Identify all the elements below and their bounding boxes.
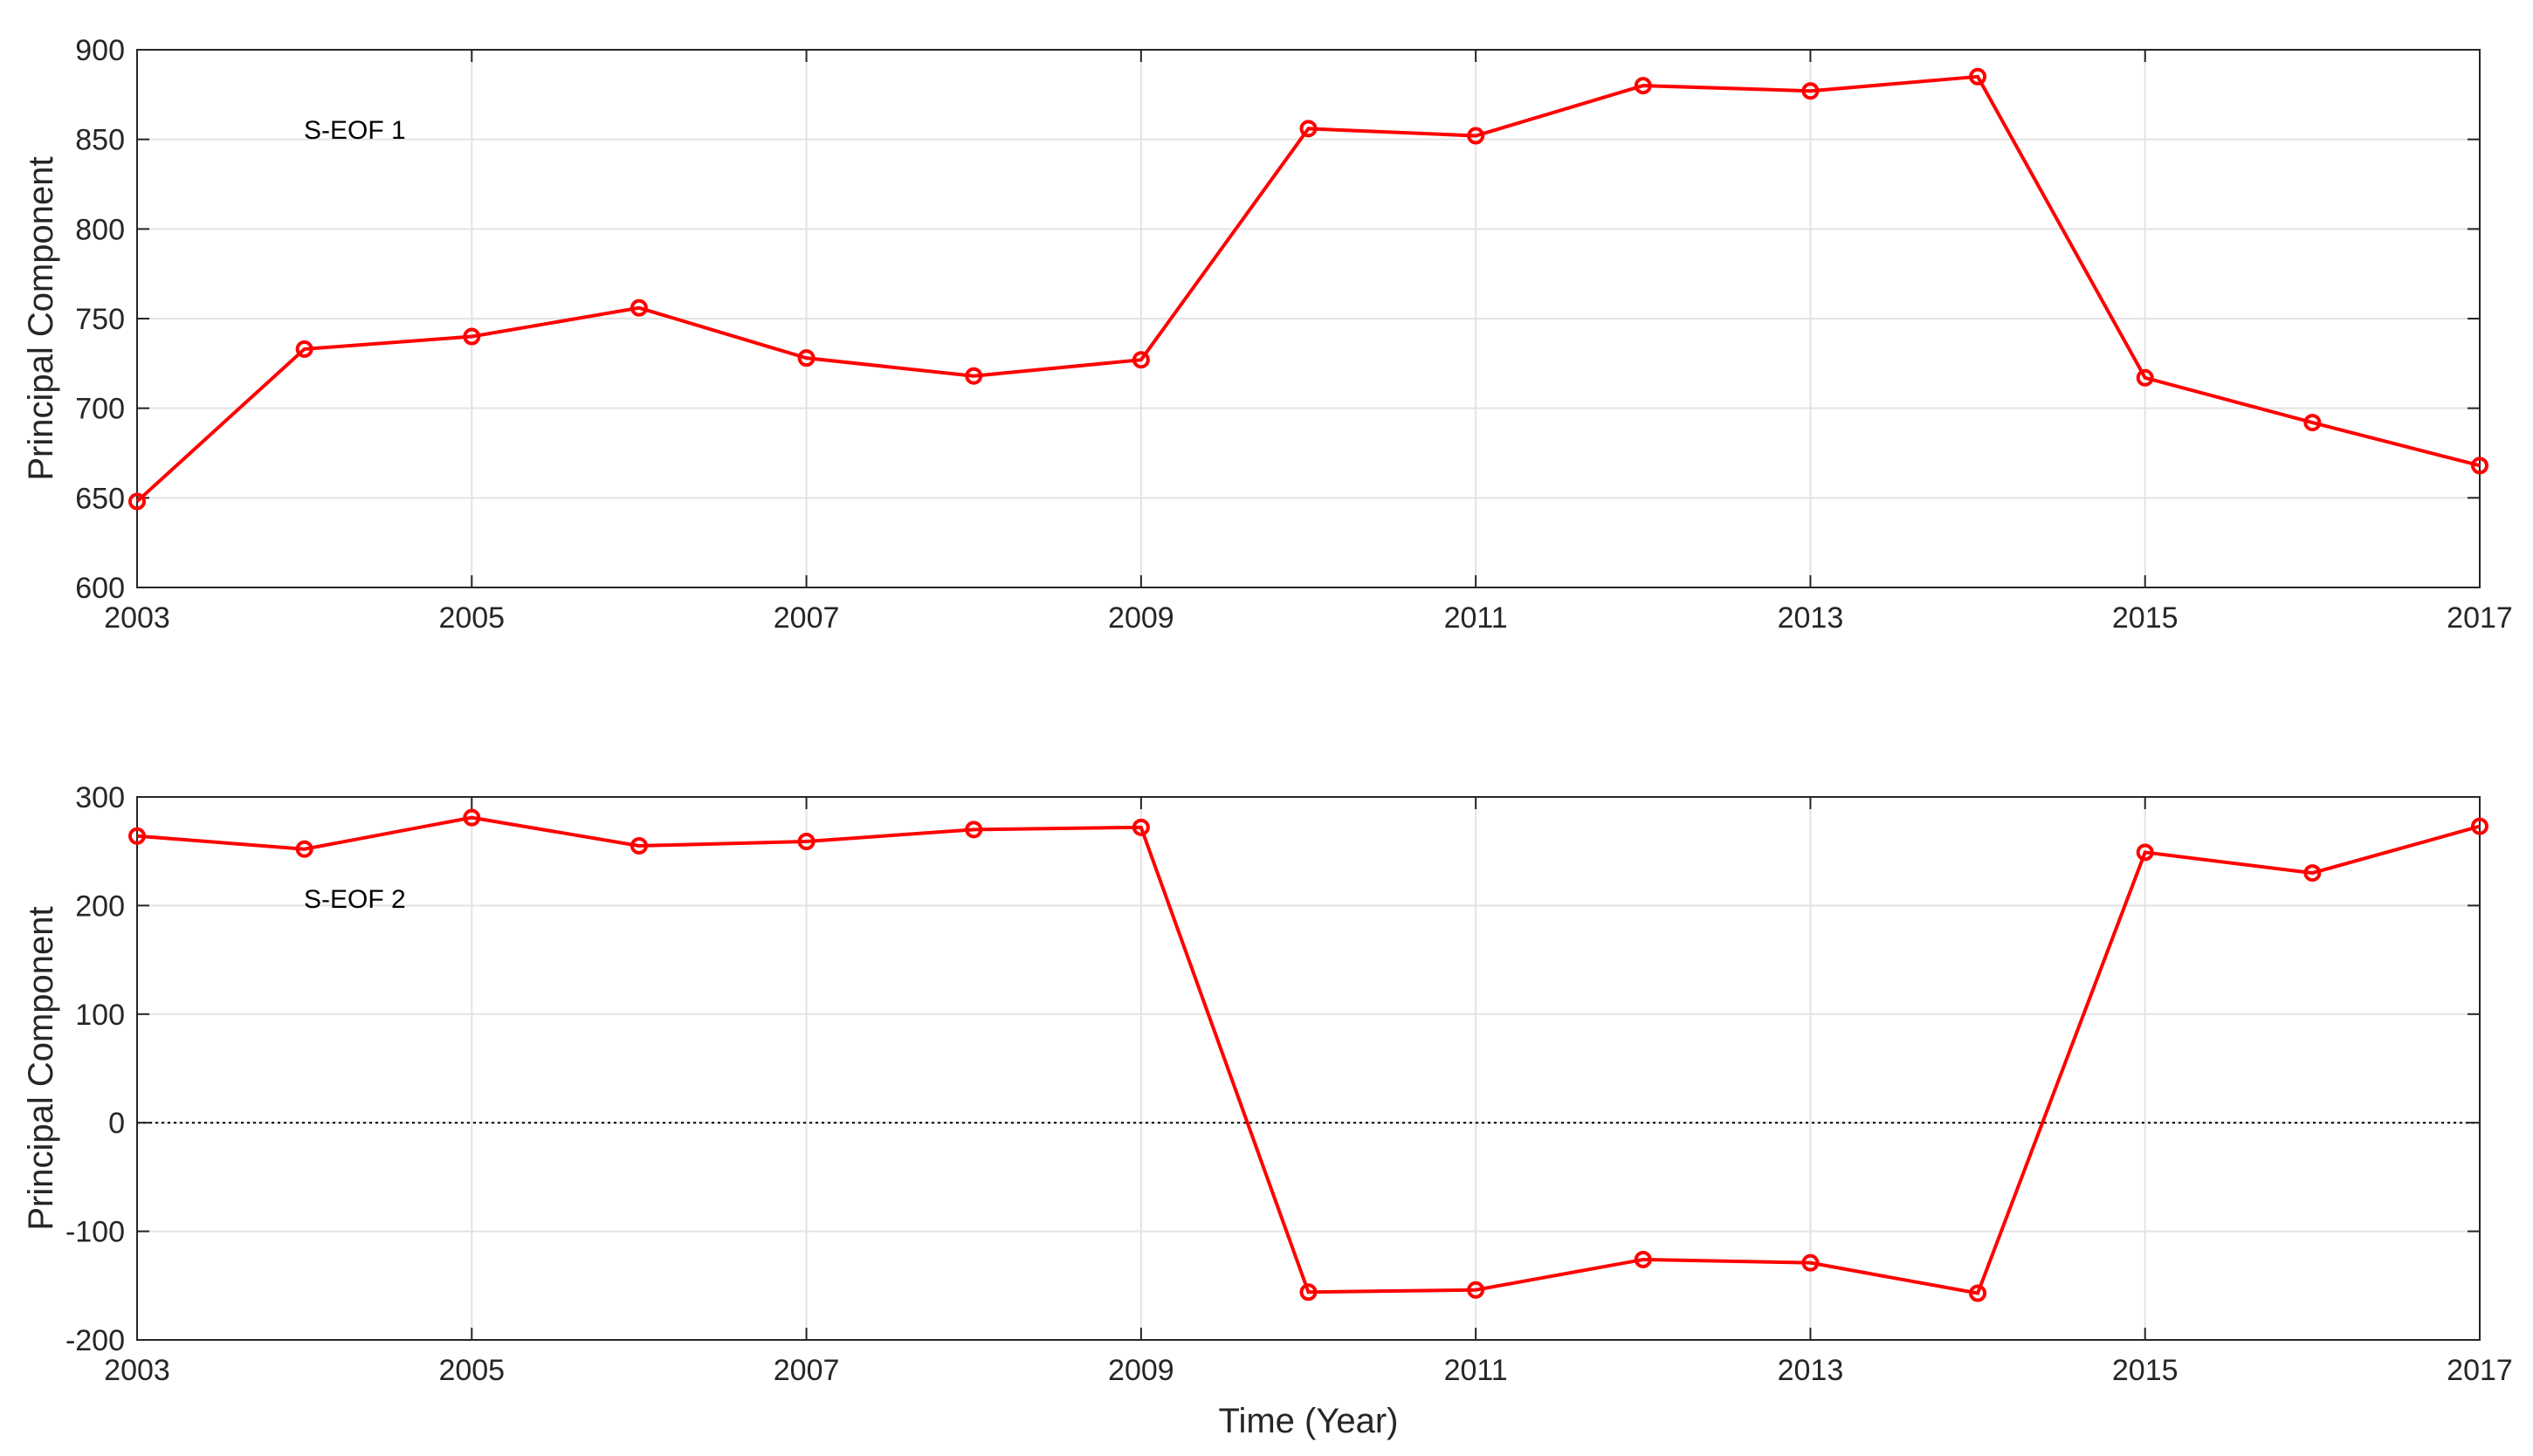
data-point-2006 bbox=[630, 836, 648, 855]
data-point-2003 bbox=[128, 827, 146, 845]
x-tick-label-2003: 2003 bbox=[104, 1354, 170, 1387]
data-point-2016 bbox=[2303, 864, 2322, 883]
data-point-2017 bbox=[2471, 457, 2488, 475]
data-point-2008 bbox=[965, 367, 983, 385]
chart-panel-s-eof-2: 2003 2005 2007 2009 2011 2013 2015 2017 -200 -100… bbox=[22, 781, 2513, 1440]
x-tick-label-2007: 2007 bbox=[774, 1354, 840, 1387]
series-line bbox=[136, 815, 2481, 1295]
data-point-2016 bbox=[2303, 414, 2322, 432]
y-tick-label-700: 700 bbox=[75, 393, 125, 426]
y-tick-label-900: 900 bbox=[75, 34, 125, 67]
data-point-2014 bbox=[1969, 67, 1987, 86]
data-point-2009 bbox=[1132, 351, 1150, 369]
data-point-2012 bbox=[1634, 77, 1652, 95]
data-point-2003 bbox=[128, 492, 146, 511]
chart-panel-s-eof-1: 2003 2005 2007 2009 2011 2013 2015 2017 600 650 70… bbox=[22, 34, 2513, 635]
x-tick-label-2013: 2013 bbox=[1778, 1354, 1844, 1387]
data-point-2008 bbox=[965, 821, 983, 839]
y-tick-label-300: 300 bbox=[75, 781, 125, 814]
x-tick-label-2015: 2015 bbox=[2112, 1354, 2179, 1387]
x-tick-label-2003: 2003 bbox=[104, 601, 170, 635]
data-point-2017 bbox=[2471, 817, 2488, 835]
series-line bbox=[135, 74, 2481, 503]
x-tick-label-2013: 2013 bbox=[1778, 601, 1844, 635]
x-tick-label-2017: 2017 bbox=[2447, 601, 2513, 635]
x-tick-label-2015: 2015 bbox=[2112, 601, 2179, 635]
data-point-2011 bbox=[1467, 1281, 1485, 1299]
data-point-2007 bbox=[797, 833, 816, 851]
data-point-2015 bbox=[2136, 843, 2154, 862]
y-tick-label-100: 100 bbox=[75, 999, 125, 1032]
y-tick-label-600: 600 bbox=[75, 572, 125, 605]
x-tick-label-2009: 2009 bbox=[1108, 601, 1174, 635]
x-tick-label-2005: 2005 bbox=[438, 1354, 505, 1387]
y-axis-label: Principal Component bbox=[22, 906, 60, 1230]
data-point-2004 bbox=[295, 840, 313, 858]
y-tick-label-750: 750 bbox=[75, 303, 125, 336]
series-annotation: S-EOF 2 bbox=[304, 885, 406, 914]
x-tick-label-2009: 2009 bbox=[1108, 1354, 1174, 1387]
x-tick-label-2011: 2011 bbox=[1444, 1354, 1508, 1387]
data-point-2011 bbox=[1467, 127, 1485, 145]
y-tick-label-650: 650 bbox=[75, 482, 125, 515]
data-point-2005 bbox=[463, 327, 481, 346]
y-tick-label-100: -100 bbox=[65, 1216, 125, 1249]
data-point-2013 bbox=[1801, 1253, 1820, 1272]
data-point-2005 bbox=[463, 808, 481, 827]
y-tick-label-200: -200 bbox=[65, 1324, 125, 1357]
x-axis-label: Time (Year) bbox=[1219, 1402, 1399, 1440]
data-point-2014 bbox=[1969, 1284, 1987, 1302]
data-point-2015 bbox=[2136, 368, 2154, 387]
data-point-2007 bbox=[797, 349, 816, 367]
data-point-2004 bbox=[295, 340, 313, 358]
data-point-2010 bbox=[1299, 1283, 1318, 1301]
data-point-2013 bbox=[1801, 82, 1820, 100]
data-point-2009 bbox=[1132, 818, 1150, 836]
series-annotation: S-EOF 1 bbox=[304, 116, 406, 145]
data-point-2006 bbox=[630, 299, 648, 317]
y-axis-label: Principal Component bbox=[22, 156, 60, 480]
x-tick-label-2007: 2007 bbox=[774, 601, 840, 635]
y-tick-label-200: 200 bbox=[75, 889, 125, 923]
axes-box bbox=[136, 796, 2481, 1341]
y-tick-label-800: 800 bbox=[75, 213, 125, 246]
x-tick-label-2017: 2017 bbox=[2447, 1354, 2513, 1387]
y-tick-label-0: 0 bbox=[108, 1107, 125, 1140]
x-tick-label-2011: 2011 bbox=[1444, 601, 1508, 635]
y-tick-label-850: 850 bbox=[75, 124, 125, 157]
data-point-2012 bbox=[1634, 1250, 1652, 1268]
x-tick-label-2005: 2005 bbox=[438, 601, 505, 635]
data-point-2010 bbox=[1299, 120, 1318, 138]
